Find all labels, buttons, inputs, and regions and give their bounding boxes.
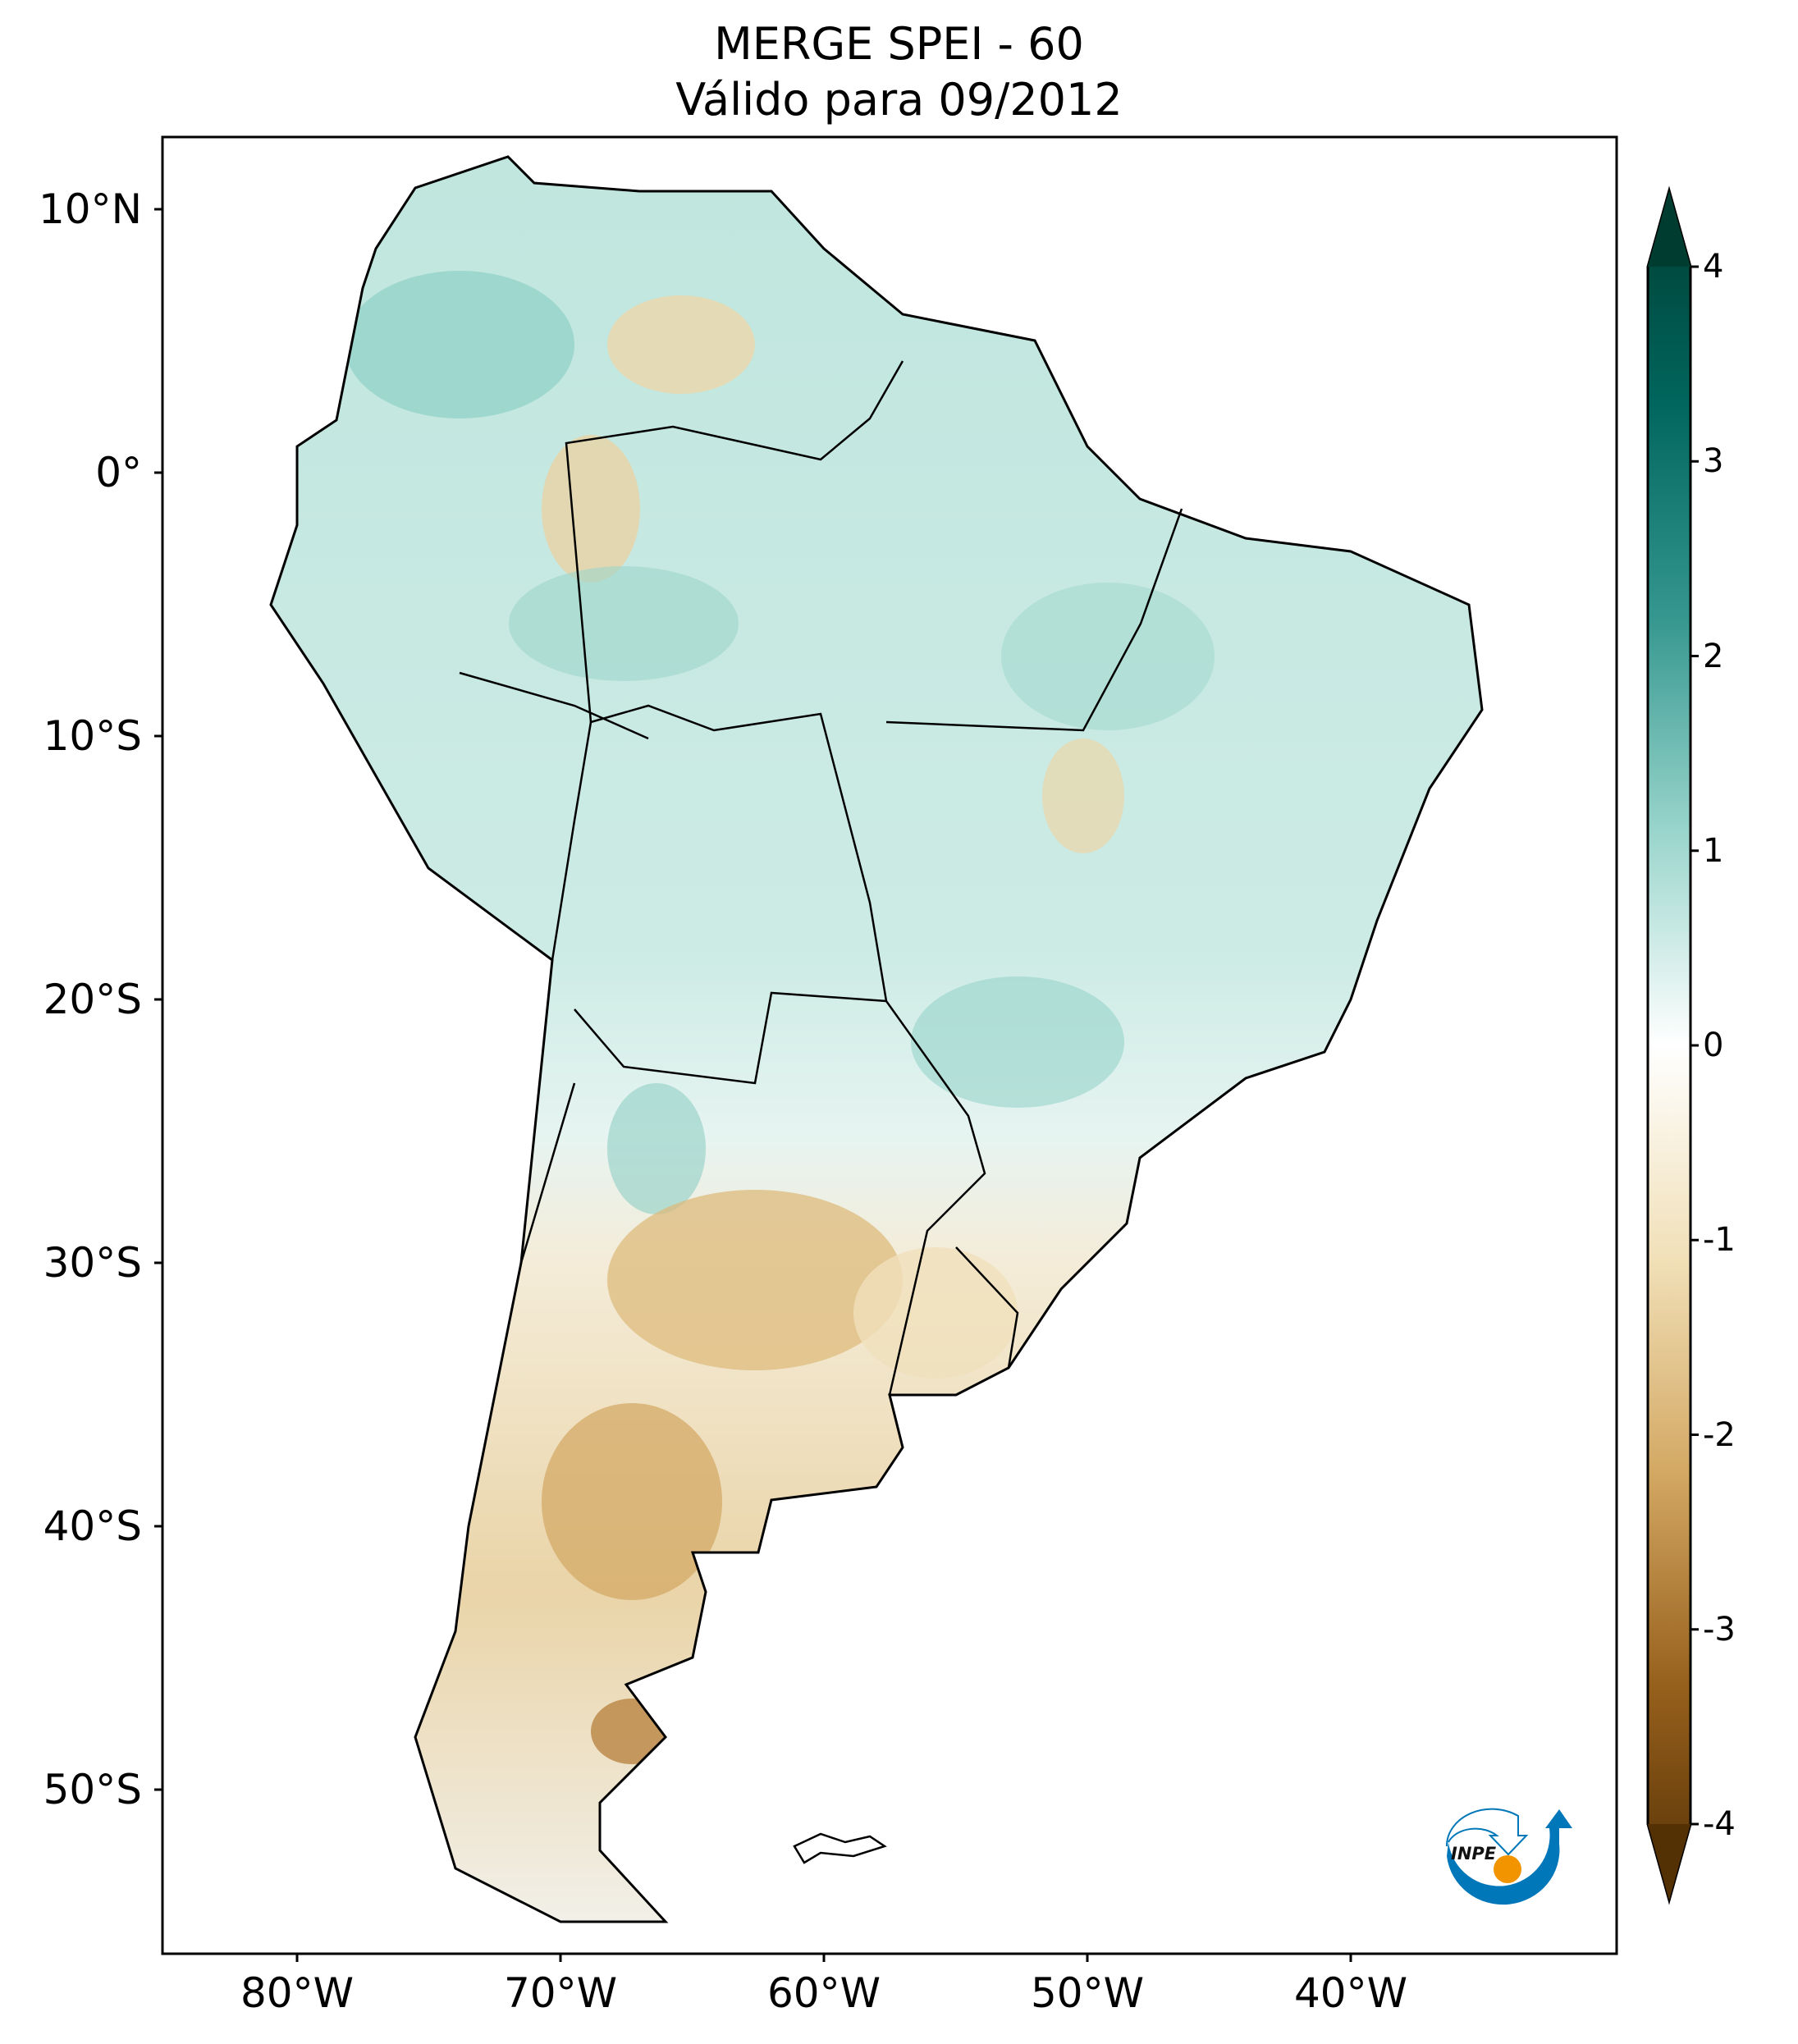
x-tick-label: 50°W (1030, 1969, 1145, 2017)
x-tick-label: 40°W (1293, 1969, 1408, 2017)
colorbar-tick-label: 3 (1703, 442, 1724, 481)
border-brazil-south (551, 704, 986, 1396)
dry-anomaly-venezuela (607, 295, 755, 394)
y-tick-label: 10°S (43, 712, 142, 760)
border-paraguay-bolivia (574, 991, 887, 1085)
colorbar-tick-label: 0 (1703, 1027, 1724, 1064)
dry-anomaly-tocantins (1042, 738, 1124, 853)
border-uruguay (955, 1246, 1019, 1369)
border-brazil-states (885, 508, 1183, 732)
x-tick-label: 80°W (240, 1969, 355, 2017)
inpe-logo: INPE (1445, 1808, 1572, 1905)
border-chile-argentina (519, 1082, 576, 1264)
colorbar-extend-min (1648, 1824, 1690, 1900)
y-tick-label: 0° (95, 449, 142, 496)
dry-anomaly-patagonia-north (542, 1403, 722, 1600)
border-amazon-north (565, 360, 904, 723)
dry-anomaly-uruguay (853, 1247, 1018, 1379)
chart-subtitle: Válido para 09/2012 (675, 74, 1123, 126)
y-tick-label: 30°S (43, 1239, 142, 1287)
x-tick-label: 60°W (766, 1969, 881, 2017)
chart-title: MERGE SPEI - 60 (714, 18, 1084, 70)
y-tick-label: 40°S (43, 1502, 142, 1550)
colorbar-extend-max (1648, 190, 1690, 267)
colorbar-tick-label: -3 (1703, 1610, 1736, 1648)
colorbar-tick-label: 2 (1703, 637, 1724, 675)
dry-anomaly-argentina-central (607, 1190, 903, 1370)
y-tick-label: 20°S (43, 976, 142, 1023)
wet-anomaly-andes (607, 1083, 706, 1214)
y-tick-label: 10°N (38, 185, 142, 233)
colorbar-tick-label: 4 (1703, 248, 1724, 286)
wet-anomaly-northeast (1001, 583, 1215, 730)
colorbar-tick-label: 1 (1703, 831, 1724, 870)
colorbar (1646, 185, 1699, 1905)
svg-text:INPE: INPE (1451, 1844, 1497, 1863)
colorbar-tick-label: -4 (1703, 1805, 1736, 1843)
country-borders (459, 360, 1183, 1396)
wet-anomaly-amazon (509, 566, 739, 681)
colorbar-tick-label: -2 (1703, 1415, 1736, 1454)
wet-anomaly-colombia (345, 271, 574, 418)
x-tick-label: 70°W (503, 1969, 618, 2017)
border-peru-brazil (459, 671, 649, 740)
y-tick-label: 50°S (43, 1766, 142, 1813)
dry-anomaly-amazon-west (542, 435, 640, 583)
wet-anomaly-southeast (911, 976, 1124, 1108)
colorbar-tick-label: -1 (1703, 1221, 1736, 1260)
falkland-islands (793, 1832, 887, 1864)
